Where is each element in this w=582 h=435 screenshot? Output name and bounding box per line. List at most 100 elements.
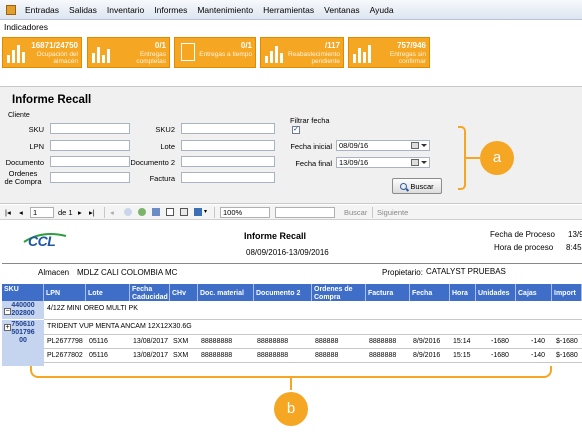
lpn-input[interactable] <box>50 140 130 151</box>
chevron-down-icon[interactable] <box>421 161 427 164</box>
fecha-proceso-value: 13/9/ <box>568 230 582 239</box>
ordenes-compra-input[interactable] <box>50 172 130 183</box>
documento2-input[interactable] <box>181 156 275 167</box>
zoom-value: 100% <box>223 208 243 217</box>
cell-fecha-caducidad: 13/08/2017 <box>133 352 169 359</box>
ordenes-compra-label: Ordenes de Compra <box>4 169 42 186</box>
cell-cajas: -140 <box>531 352 546 359</box>
factura-label: Factura <box>149 174 175 183</box>
annotation-bracket-a <box>458 126 466 190</box>
cell-unidades: -1680 <box>491 338 509 345</box>
find-button[interactable]: Buscar <box>344 208 368 217</box>
indicator-tile-entregas-completas[interactable]: 0/1 Entregas completas <box>87 37 170 68</box>
indicator-label: Ocupación del almacén <box>36 51 78 65</box>
indicator-value: 16871/24750 <box>31 41 78 50</box>
export-icon[interactable] <box>194 208 202 216</box>
bar-chart-icon <box>265 43 287 63</box>
fecha-inicial-picker[interactable]: 08/09/16 <box>336 140 430 151</box>
sku2-input[interactable] <box>181 123 275 134</box>
hora-proceso-value: 8:45 <box>566 243 582 252</box>
find-input[interactable] <box>275 207 335 218</box>
zoom-select[interactable]: 100% <box>220 207 270 218</box>
cell-chv: SXM <box>173 338 189 345</box>
app-icon[interactable] <box>6 4 16 15</box>
previous-page-icon[interactable]: ◂ <box>19 208 23 217</box>
menu-ayuda[interactable]: Ayuda <box>369 4 394 15</box>
sku-input[interactable] <box>50 123 130 134</box>
fecha-final-label: Fecha final <box>295 159 332 168</box>
cell-importe: $-1680 <box>556 338 578 345</box>
search-icon <box>400 182 408 190</box>
col-fecha: Fecha <box>410 284 450 301</box>
callout-b: b <box>274 392 308 426</box>
indicator-tile-reabastecimiento[interactable]: /117 Reabastecimiento pendiente <box>260 37 344 68</box>
indicator-label: Reabastecimiento pendiente <box>287 51 340 65</box>
cell-factura: 8888888 <box>369 352 397 359</box>
first-page-icon[interactable]: |◂ <box>5 208 11 217</box>
report-title: Informe Recall <box>244 231 307 241</box>
col-hora: Hora <box>450 284 476 301</box>
print-icon[interactable] <box>152 208 160 216</box>
page-setup-icon[interactable] <box>180 208 188 216</box>
indicators-title: Indicadores <box>4 22 48 32</box>
cell-hora: 15:15 <box>453 352 471 359</box>
propietario-value: CATALYST PRUEBAS <box>426 267 506 276</box>
col-cajas: Cajas <box>516 284 552 301</box>
cell-factura: 8888888 <box>369 338 397 345</box>
buscar-button[interactable]: Buscar <box>392 178 442 194</box>
cell-lote: 05116 <box>89 338 108 345</box>
documento-input[interactable] <box>50 156 130 167</box>
menu-herramientas[interactable]: Herramientas <box>263 4 315 15</box>
col-lpn: LPN <box>44 284 86 301</box>
expand-icon[interactable]: + <box>4 324 11 331</box>
hora-proceso-label: Hora de proceso <box>494 243 554 252</box>
bar-chart-icon <box>92 43 114 63</box>
sku-label: SKU <box>28 125 44 134</box>
page-number-input[interactable]: 1 <box>30 207 54 218</box>
cell-documento-2: 88888888 <box>257 338 289 345</box>
fecha-final-picker[interactable]: 13/09/16 <box>336 157 430 168</box>
cell-cajas: -140 <box>531 338 546 345</box>
stop-icon[interactable] <box>124 208 132 216</box>
menu-entradas[interactable]: Entradas <box>25 4 60 15</box>
almacen-label: Almacen <box>38 268 70 277</box>
menu-inventario[interactable]: Inventario <box>106 4 145 15</box>
menu-salidas[interactable]: Salidas <box>69 4 97 15</box>
menu-mantenimiento[interactable]: Mantenimiento <box>197 4 254 15</box>
annotation-connector-b <box>290 378 292 390</box>
chevron-down-icon[interactable]: ▾ <box>204 209 208 215</box>
cell-documento-2: 88888888 <box>257 352 289 359</box>
indicator-tile-entregas-sin-confirmar[interactable]: 757/946 Entregas sin confirmar <box>348 37 430 68</box>
checklist-icon <box>181 43 195 61</box>
print-layout-icon[interactable] <box>166 208 174 216</box>
col-documento-2: Documento 2 <box>254 284 312 301</box>
lote-input[interactable] <box>181 140 275 151</box>
menu-informes[interactable]: Informes <box>154 4 188 15</box>
calendar-icon[interactable] <box>411 159 419 166</box>
annotation-connector-a <box>466 157 480 159</box>
cell-lpn: PL2677798 <box>47 338 83 345</box>
indicator-tile-ocupacion[interactable]: 16871/24750 Ocupación del almacén <box>2 37 82 68</box>
back-icon[interactable]: ◂ <box>110 208 114 217</box>
indicator-value: 757/946 <box>397 41 426 50</box>
fecha-final-value: 13/09/16 <box>339 158 369 167</box>
chevron-down-icon[interactable] <box>421 144 427 147</box>
find-next-button[interactable]: Siguiente <box>377 208 409 217</box>
next-page-icon[interactable]: ▸ <box>78 208 82 217</box>
cell-lote: 05116 <box>89 352 108 359</box>
filtrar-fecha-checkbox[interactable]: ✓ <box>292 126 300 134</box>
calendar-icon[interactable] <box>411 142 419 149</box>
factura-input[interactable] <box>181 172 275 183</box>
cell-importe: $-1680 <box>556 352 578 359</box>
collapse-icon[interactable]: − <box>4 308 11 315</box>
cell-chv: SXM <box>173 352 189 359</box>
cell-fecha: 8/9/2016 <box>413 338 441 345</box>
col-doc-material: Doc. material <box>198 284 254 301</box>
indicator-tile-entregas-tiempo[interactable]: 0/1 Entregas a tiempo <box>174 37 256 68</box>
last-page-icon[interactable]: ▸| <box>89 208 95 217</box>
refresh-icon[interactable] <box>138 208 146 216</box>
menu-ventanas[interactable]: Ventanas <box>324 4 360 15</box>
almacen-value: MDLZ CALI COLOMBIA MC <box>77 268 178 277</box>
cell-unidades: -1680 <box>491 352 509 359</box>
col-fecha-caducidad: Fecha Caducidad <box>130 284 170 301</box>
